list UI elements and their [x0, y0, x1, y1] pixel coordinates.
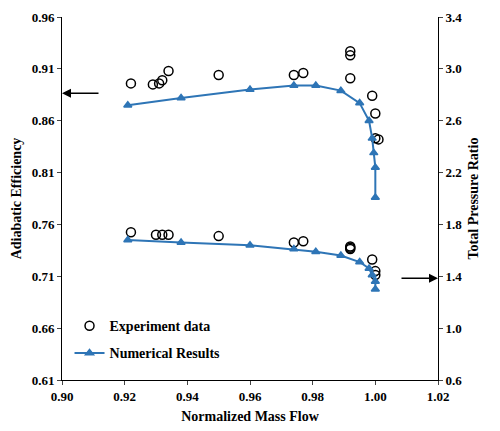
- svg-text:3.0: 3.0: [446, 61, 462, 76]
- svg-text:1.8: 1.8: [446, 217, 463, 232]
- svg-text:2.2: 2.2: [446, 165, 462, 180]
- svg-text:0.86: 0.86: [32, 113, 55, 128]
- svg-text:Normalized Mass Flow: Normalized Mass Flow: [181, 409, 320, 424]
- svg-text:0.91: 0.91: [32, 61, 55, 76]
- svg-text:1.0: 1.0: [446, 321, 462, 336]
- svg-text:0.92: 0.92: [113, 389, 136, 404]
- svg-text:0.96: 0.96: [239, 389, 262, 404]
- svg-text:Numerical Results: Numerical Results: [110, 346, 221, 361]
- svg-text:1.4: 1.4: [446, 269, 463, 284]
- svg-text:0.81: 0.81: [32, 165, 55, 180]
- svg-text:0.66: 0.66: [32, 321, 55, 336]
- svg-text:0.90: 0.90: [51, 389, 74, 404]
- svg-text:2.6: 2.6: [446, 113, 463, 128]
- svg-text:0.96: 0.96: [32, 10, 55, 25]
- svg-text:Experiment data: Experiment data: [110, 319, 211, 334]
- svg-text:0.71: 0.71: [32, 269, 55, 284]
- svg-text:1.00: 1.00: [364, 389, 387, 404]
- svg-text:1.02: 1.02: [427, 389, 450, 404]
- svg-text:0.94: 0.94: [176, 389, 199, 404]
- svg-text:0.61: 0.61: [32, 373, 55, 388]
- svg-text:0.98: 0.98: [301, 389, 324, 404]
- svg-text:Total Pressure Ratio: Total Pressure Ratio: [466, 138, 481, 260]
- svg-text:Adiabatic Efficiency: Adiabatic Efficiency: [9, 138, 24, 260]
- svg-text:3.4: 3.4: [446, 10, 463, 25]
- svg-text:0.6: 0.6: [446, 373, 463, 388]
- svg-text:0.76: 0.76: [32, 217, 55, 232]
